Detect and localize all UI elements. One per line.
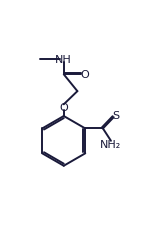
Text: NH₂: NH₂: [100, 139, 122, 149]
Text: NH: NH: [55, 55, 72, 65]
Text: O: O: [80, 70, 89, 80]
Text: S: S: [112, 110, 119, 120]
Text: O: O: [59, 103, 68, 113]
